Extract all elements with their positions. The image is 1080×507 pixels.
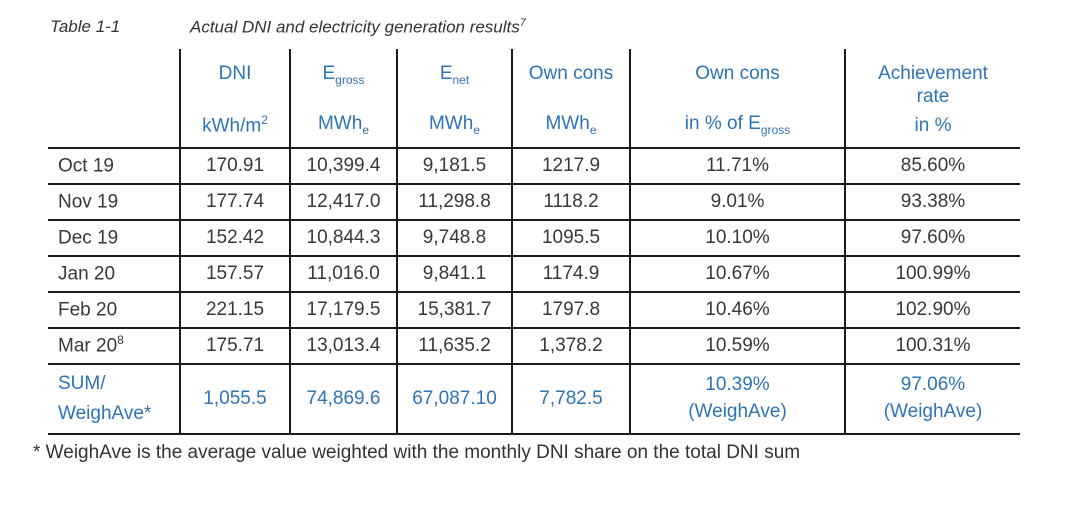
- table-row-mar20: Mar 208 175.71 13,013.4 11,635.2 1,378.2…: [48, 327, 1020, 365]
- cell-enet: 9,181.5: [396, 147, 512, 185]
- header-own-cons-pct-name: Own cons: [695, 62, 780, 84]
- cell-month: Oct 19: [48, 147, 180, 185]
- cell-achievement: 97.60%: [844, 219, 1020, 257]
- table-row-dec19: Dec 19 152.42 10,844.3 9,748.8 1095.5 10…: [48, 219, 1020, 257]
- cell-own-cons-pct: 10.59%: [629, 327, 845, 365]
- cell-enet: 9,748.8: [396, 219, 512, 257]
- cell-month: Dec 19: [48, 219, 180, 257]
- table-container: DNI kWh/m2 Egross MWhe Enet MWhe: [48, 48, 1080, 435]
- header-month: [48, 48, 180, 149]
- cell-month: Feb 20: [48, 291, 180, 329]
- cell-own-cons-pct: 10.67%: [629, 255, 845, 293]
- cell-dni: 170.91: [179, 147, 290, 185]
- cell-own-cons: 1797.8: [511, 291, 630, 329]
- cell-dni: 175.71: [179, 327, 290, 365]
- cell-enet: 11,635.2: [396, 327, 512, 365]
- header-enet-name: Enet: [439, 62, 470, 87]
- cell-achievement: 100.31%: [844, 327, 1020, 365]
- cell-own-cons: 1174.9: [511, 255, 630, 293]
- cell-enet: 11,298.8: [396, 183, 512, 221]
- cell-own-cons: 1118.2: [511, 183, 630, 221]
- cell-own-cons-pct: 9.01%: [629, 183, 845, 221]
- cell-enet: 15,381.7: [396, 291, 512, 329]
- cell-own-cons: 1,378.2: [511, 327, 630, 365]
- cell-month: Mar 208: [48, 327, 180, 365]
- cell-dni: 157.57: [179, 255, 290, 293]
- cell-dni: 152.42: [179, 219, 290, 257]
- table-footnote: * WeighAve is the average value weighted…: [33, 441, 801, 463]
- cell-sum-own-cons: 7,782.5: [511, 363, 630, 435]
- cell-achievement: 100.99%: [844, 255, 1020, 293]
- header-enet-unit: MWhe: [428, 112, 480, 137]
- cell-own-cons-pct: 11.71%: [629, 147, 845, 185]
- header-dni-name: DNI: [218, 62, 252, 84]
- header-own-cons: Own cons MWhe: [511, 48, 630, 149]
- table-row-jan20: Jan 20 157.57 11,016.0 9,841.1 1174.9 10…: [48, 255, 1020, 293]
- table-title: Actual DNI and electricity generation re…: [190, 17, 526, 38]
- cell-sum-egross: 74,869.6: [289, 363, 397, 435]
- header-dni: DNI kWh/m2: [179, 48, 290, 149]
- cell-sum-label: SUM/ WeighAve*: [48, 363, 180, 435]
- header-achievement-unit: in %: [914, 114, 952, 136]
- cell-month: Jan 20: [48, 255, 180, 293]
- cell-achievement: 85.60%: [844, 147, 1020, 185]
- cell-month: Nov 19: [48, 183, 180, 221]
- header-egross-name: Egross: [322, 62, 365, 87]
- cell-achievement: 93.38%: [844, 183, 1020, 221]
- sum-row: SUM/ WeighAve* 1,055.5 74,869.6 67,087.1…: [48, 363, 1020, 435]
- footnote-ref-7: 7: [519, 17, 526, 29]
- header-dni-unit: kWh/m2: [202, 112, 268, 136]
- cell-own-cons-pct: 10.10%: [629, 219, 845, 257]
- header-own-cons-unit: MWhe: [545, 112, 597, 137]
- cell-dni: 221.15: [179, 291, 290, 329]
- header-enet: Enet MWhe: [396, 48, 512, 149]
- cell-own-cons: 1095.5: [511, 219, 630, 257]
- header-egross-unit: MWhe: [317, 112, 369, 137]
- cell-egross: 11,016.0: [289, 255, 397, 293]
- cell-own-cons: 1217.9: [511, 147, 630, 185]
- header-achievement-name: Achievement rate: [878, 62, 988, 108]
- cell-sum-enet: 67,087.10: [396, 363, 512, 435]
- cell-egross: 10,844.3: [289, 219, 397, 257]
- header-achievement: Achievement rate in %: [844, 48, 1020, 149]
- table-row-feb20: Feb 20 221.15 17,179.5 15,381.7 1797.8 1…: [48, 291, 1020, 329]
- cell-egross: 10,399.4: [289, 147, 397, 185]
- header-own-cons-pct: Own cons in % of Egross: [629, 48, 845, 149]
- cell-achievement: 102.90%: [844, 291, 1020, 329]
- table-title-text: Actual DNI and electricity generation re…: [190, 17, 520, 37]
- cell-egross: 13,013.4: [289, 327, 397, 365]
- table-row-oct19: Oct 19 170.91 10,399.4 9,181.5 1217.9 11…: [48, 147, 1020, 185]
- header-row: DNI kWh/m2 Egross MWhe Enet MWhe: [48, 48, 1020, 149]
- table-caption: Table 1-1 Actual DNI and electricity gen…: [50, 17, 1080, 38]
- cell-enet: 9,841.1: [396, 255, 512, 293]
- table-number: Table 1-1: [50, 17, 121, 36]
- cell-sum-own-cons-pct: 10.39% (WeighAve): [629, 363, 845, 435]
- dni-generation-table: DNI kWh/m2 Egross MWhe Enet MWhe: [48, 48, 1020, 435]
- header-own-cons-name: Own cons: [528, 62, 614, 84]
- table-row-nov19: Nov 19 177.74 12,417.0 11,298.8 1118.2 9…: [48, 183, 1020, 221]
- cell-dni: 177.74: [179, 183, 290, 221]
- cell-sum-achievement: 97.06% (WeighAve): [844, 363, 1020, 435]
- footnote-ref-8: 8: [117, 333, 124, 348]
- cell-own-cons-pct: 10.46%: [629, 291, 845, 329]
- cell-sum-dni: 1,055.5: [179, 363, 290, 435]
- cell-egross: 17,179.5: [289, 291, 397, 329]
- header-egross: Egross MWhe: [289, 48, 397, 149]
- cell-egross: 12,417.0: [289, 183, 397, 221]
- header-own-cons-pct-unit: in % of Egross: [684, 112, 791, 137]
